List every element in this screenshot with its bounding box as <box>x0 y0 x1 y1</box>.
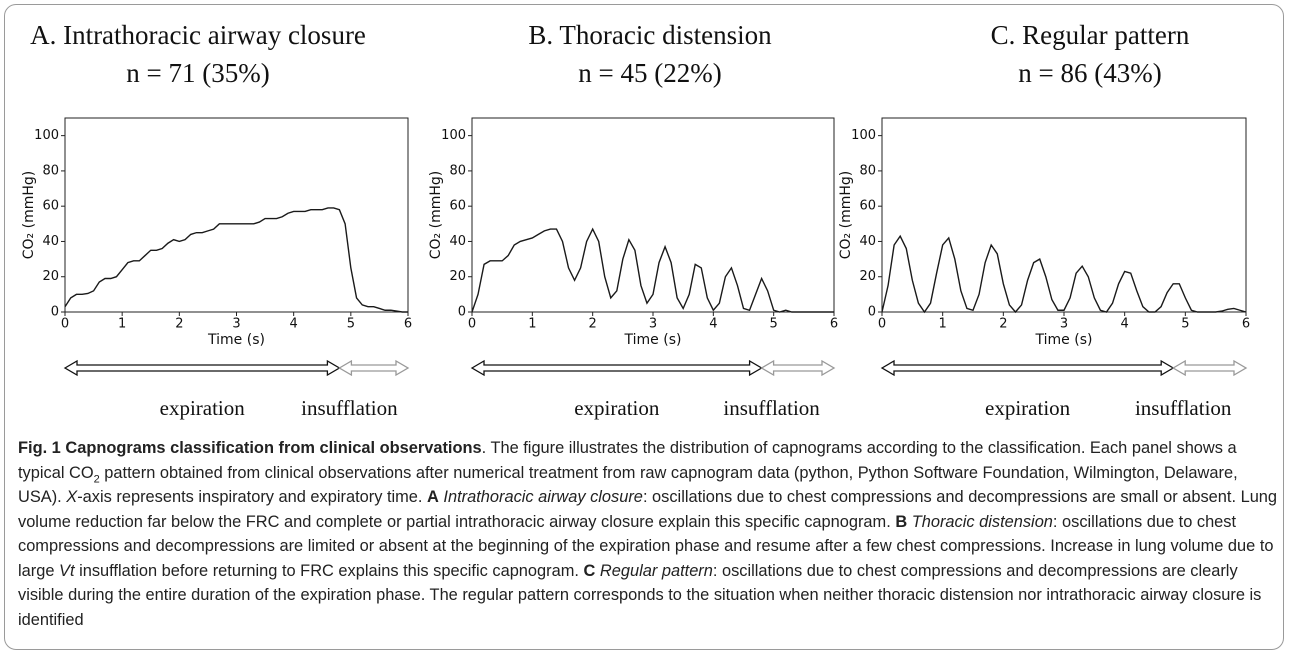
caption-italic: Vt <box>59 561 75 580</box>
arrow <box>880 359 1175 377</box>
x-axis-label: Time (s) <box>624 332 682 348</box>
plot-frame <box>881 117 1247 313</box>
chart-title: A. Intrathoracic airway closure <box>30 20 366 50</box>
annotation: insufflation <box>301 396 398 420</box>
x-tick-label: 5 <box>770 317 778 332</box>
arrow <box>760 359 836 377</box>
caption-title: Capnograms classification from clinical … <box>60 439 482 457</box>
x-axis-label: Time (s) <box>207 332 265 348</box>
arrow <box>470 359 763 377</box>
y-tick-label: 20 <box>42 269 59 284</box>
annotation: insufflation <box>723 396 820 420</box>
chart-subtitle: n = 45 (22%) <box>578 58 721 88</box>
y-tick-label: 40 <box>859 234 876 249</box>
annotation: insufflation <box>1135 396 1232 420</box>
annotation: expiration <box>985 396 1071 420</box>
x-tick-label: 0 <box>61 317 69 332</box>
x-tick-label: 6 <box>830 317 838 332</box>
caption-sub: 2 <box>93 472 100 485</box>
y-tick-label: 40 <box>449 234 466 249</box>
y-tick-label: 80 <box>42 163 59 178</box>
x-tick-label: 2 <box>589 317 597 332</box>
data-line <box>64 207 408 313</box>
figure-frame <box>4 4 1284 650</box>
caption-text: . The figure illustrates the distributio… <box>18 439 1237 482</box>
y-axis-label: CO₂ (mmHg) <box>838 171 854 259</box>
x-tick-label: 4 <box>290 317 298 332</box>
arrow <box>338 359 410 377</box>
y-axis-label: CO₂ (mmHg) <box>21 171 37 259</box>
x-tick-label: 0 <box>468 317 476 332</box>
x-tick-label: 5 <box>1181 317 1189 332</box>
x-tick-label: 2 <box>175 317 183 332</box>
caption-text: insufflation before returning to FRC exp… <box>74 561 584 580</box>
panel-label: C <box>583 561 596 580</box>
data-line <box>471 227 834 313</box>
y-tick-label: 60 <box>859 199 876 214</box>
arrow <box>1171 359 1248 377</box>
panel-label: B <box>895 512 908 531</box>
caption-text: -axis represents inspiratory and expirat… <box>77 488 428 506</box>
plot-frame <box>471 117 835 313</box>
charts: A. Intrathoracic airway closure n = 71 (3… <box>21 20 1250 420</box>
x-tick-label: 3 <box>1060 317 1068 332</box>
y-tick-label: 20 <box>449 269 466 284</box>
y-tick-label: 100 <box>851 128 876 143</box>
x-tick-label: 4 <box>1121 317 1129 332</box>
x-tick-label: 1 <box>118 317 126 332</box>
caption-text: : oscillations due to chest compressions… <box>18 488 1278 531</box>
y-axis-label: CO₂ (mmHg) <box>428 171 444 259</box>
caption-text: pattern obtained from clinical observati… <box>18 463 1238 507</box>
chart-title: C. Regular pattern <box>991 20 1190 50</box>
data-line <box>881 234 1247 314</box>
x-tick-label: 1 <box>528 317 536 332</box>
x-tick-label: 5 <box>347 317 355 332</box>
x-axis-label: Time (s) <box>1035 332 1093 348</box>
x-tick-label: 2 <box>999 317 1007 332</box>
y-tick-label: 80 <box>449 163 466 178</box>
x-tick-label: 6 <box>1242 317 1250 332</box>
y-tick-label: 0 <box>458 305 466 320</box>
panel-label: A <box>427 488 439 506</box>
x-tick-label: 3 <box>649 317 657 332</box>
y-tick-label: 20 <box>859 269 876 284</box>
chart-title: B. Thoracic distension <box>528 20 772 50</box>
y-tick-label: 60 <box>42 199 59 214</box>
caption-text: : oscillations due to chest compressions… <box>18 561 1262 629</box>
caption-italic: Regular pattern <box>595 561 713 580</box>
y-tick-label: 100 <box>34 128 59 143</box>
caption-italic: Thoracic distension <box>907 512 1053 531</box>
x-tick-label: 6 <box>404 317 412 332</box>
caption-italic: Intrathoracic airway closure <box>438 488 643 506</box>
x-tick-label: 1 <box>939 317 947 332</box>
arrow <box>63 359 341 377</box>
y-tick-label: 0 <box>51 305 59 320</box>
y-tick-label: 40 <box>42 234 59 249</box>
fig-label: Fig. 1 <box>18 439 61 457</box>
y-tick-label: 0 <box>868 305 876 320</box>
caption-text: : oscillations due to chest compressions… <box>18 512 1274 580</box>
y-tick-label: 80 <box>859 163 876 178</box>
annotation: expiration <box>160 396 246 420</box>
y-tick-label: 60 <box>449 199 466 214</box>
plot-frame <box>64 117 409 313</box>
chart-subtitle: n = 86 (43%) <box>1018 58 1161 88</box>
x-tick-label: 0 <box>878 317 886 332</box>
x-tick-label: 4 <box>709 317 717 332</box>
annotation: expiration <box>574 396 660 420</box>
caption-italic: X <box>66 488 78 506</box>
x-tick-label: 3 <box>232 317 240 332</box>
y-tick-label: 100 <box>441 128 466 143</box>
chart-subtitle: n = 71 (35%) <box>126 58 269 88</box>
caption: Fig. 1 Capnograms classification from cl… <box>18 436 1280 632</box>
